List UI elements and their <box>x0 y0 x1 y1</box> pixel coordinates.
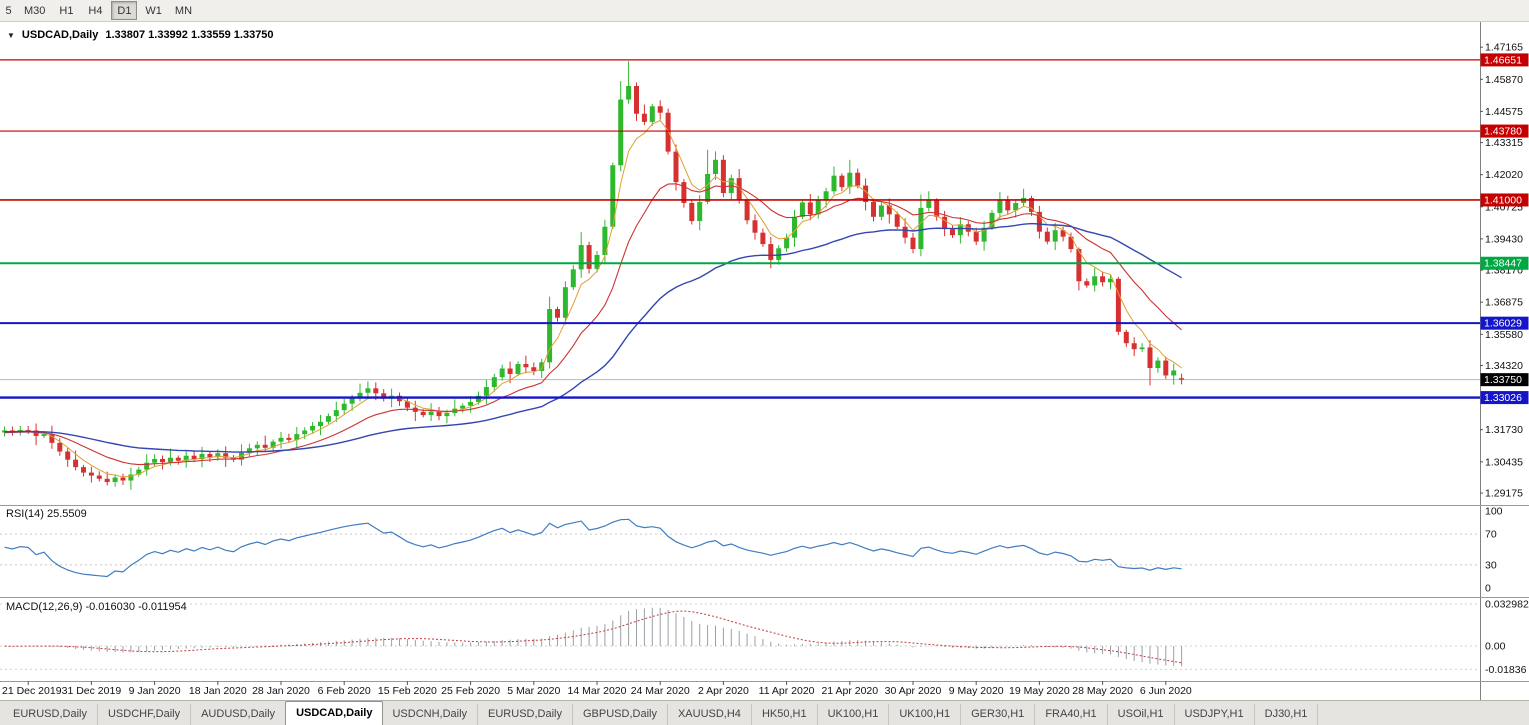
chart-tab-uk100-h1[interactable]: UK100,H1 <box>889 704 962 725</box>
date-label: 9 May 2020 <box>949 685 1004 697</box>
price-level-label: 1.46651 <box>1484 54 1522 66</box>
chart-tab-dj30-h1[interactable]: DJ30,H1 <box>1255 704 1319 725</box>
ma-line-ema-fast <box>4 119 1182 478</box>
ma-line-ema-slow <box>4 222 1182 453</box>
price-tick-label: 1.35580 <box>1485 329 1523 341</box>
ma-line-ema-mid <box>4 183 1182 466</box>
chart-symbol-label: USDCAD,Daily <box>21 29 99 41</box>
date-label: 25 Feb 2020 <box>441 685 500 697</box>
timeframe-button-m30[interactable]: M30 <box>24 5 46 17</box>
rsi-axis-label: 30 <box>1485 559 1497 571</box>
price-tick-label: 1.39430 <box>1485 233 1523 245</box>
price-level-label: 1.33750 <box>1484 374 1522 386</box>
chart-tab-usdchf-daily[interactable]: USDCHF,Daily <box>98 704 192 725</box>
timeframe-button-5[interactable]: 5 <box>5 5 12 17</box>
price-axis: 1.471651.458701.445751.433151.420201.407… <box>0 22 1529 700</box>
price-tick-label: 1.43315 <box>1485 137 1523 149</box>
date-label: 9 Jan 2020 <box>129 685 181 697</box>
chart-window[interactable]: ▼ USDCAD,Daily 1.33807 1.33992 1.33559 1… <box>0 22 1529 700</box>
timeframe-toolbar: 5 M30 H1 H4 D1 W1 MN <box>0 0 1529 22</box>
chart-tab-uk100-h1[interactable]: UK100,H1 <box>818 704 890 725</box>
horizontal-level-lines[interactable] <box>0 59 1480 399</box>
chart-tab-xauusd-h4[interactable]: XAUUSD,H4 <box>668 704 752 725</box>
date-label: 15 Feb 2020 <box>378 685 437 697</box>
chart-tab-usoil-h1[interactable]: USOil,H1 <box>1108 704 1175 725</box>
timeframe-button-h1[interactable]: H1 <box>59 5 74 17</box>
time-axis: 21 Dec 2019 31 Dec 2019 9 Jan 2020 18 Jan 2… <box>2 681 1192 697</box>
price-tick-label: 1.44575 <box>1485 106 1523 118</box>
date-label: 6 Feb 2020 <box>318 685 371 697</box>
date-label: 19 May 2020 <box>1009 685 1070 697</box>
timeframe-button-w1[interactable]: W1 <box>145 5 162 17</box>
timeframe-button-h4[interactable]: H4 <box>88 5 103 17</box>
timeframe-button-d1[interactable]: D1 <box>111 1 138 20</box>
rsi-axis-label: 0 <box>1485 583 1491 595</box>
price-tick-label: 1.47165 <box>1485 42 1523 54</box>
macd-axis-label: 0.00 <box>1485 641 1506 653</box>
collapse-panel-icon[interactable]: ▼ <box>7 30 15 40</box>
price-chart-canvas[interactable]: 1.471651.458701.445751.433151.420201.407… <box>0 22 1529 700</box>
macd-axis-label: 0.032982 <box>1485 599 1529 611</box>
date-label: 30 Apr 2020 <box>885 685 942 697</box>
price-tick-label: 1.36875 <box>1485 297 1523 309</box>
chart-tab-hk50-h1[interactable]: HK50,H1 <box>752 704 818 725</box>
chart-tab-fra40-h1[interactable]: FRA40,H1 <box>1035 704 1108 725</box>
chart-tab-usdjpy-h1[interactable]: USDJPY,H1 <box>1175 704 1255 725</box>
date-label: 28 May 2020 <box>1072 685 1133 697</box>
date-label: 18 Jan 2020 <box>189 685 247 697</box>
chart-tab-eurusd-daily[interactable]: EURUSD,Daily <box>478 704 573 725</box>
rsi-axis-label: 70 <box>1485 529 1497 541</box>
main-plot[interactable] <box>0 61 1480 490</box>
price-level-label: 1.38447 <box>1484 258 1522 270</box>
rsi-panel: 100 70 30 0 <box>0 506 1503 595</box>
rsi-axis-label: 100 <box>1485 506 1503 518</box>
price-tick-label: 1.34320 <box>1485 360 1523 372</box>
date-label: 14 Mar 2020 <box>568 685 627 697</box>
date-label: 28 Jan 2020 <box>252 685 310 697</box>
timeframe-button-mn[interactable]: MN <box>174 5 193 17</box>
chart-tab-gbpusd-daily[interactable]: GBPUSD,Daily <box>573 704 668 725</box>
chart-tab-ger30-h1[interactable]: GER30,H1 <box>961 704 1036 725</box>
macd-indicator-label: MACD(12,26,9) -0.016030 -0.011954 <box>6 601 187 613</box>
price-tick-label: 1.30435 <box>1485 456 1523 468</box>
macd-histogram <box>4 607 1183 667</box>
price-tick-label: 1.29175 <box>1485 488 1523 500</box>
price-tick-label: 1.31730 <box>1485 424 1523 436</box>
price-level-label: 1.33026 <box>1484 392 1522 404</box>
price-level-label: 1.36029 <box>1484 318 1522 330</box>
price-tick-label: 1.42020 <box>1485 169 1523 181</box>
date-label: 5 Mar 2020 <box>507 685 560 697</box>
macd-panel: 0.032982 0.00 -0.01836 <box>0 599 1529 676</box>
date-label: 6 Jun 2020 <box>1140 685 1192 697</box>
chart-tab-usdcnh-daily[interactable]: USDCNH,Daily <box>382 704 479 725</box>
price-level-label: 1.43780 <box>1484 126 1522 138</box>
rsi-line <box>4 518 1182 578</box>
price-level-label: 1.41000 <box>1484 194 1522 206</box>
price-tick-label: 1.45870 <box>1485 74 1523 86</box>
date-label: 11 Apr 2020 <box>759 685 815 697</box>
chart-tab-bar: EURUSD,Daily USDCHF,Daily AUDUSD,Daily USDC… <box>0 700 1529 725</box>
macd-signal-line <box>4 610 1182 664</box>
macd-axis-label: -0.01836 <box>1485 664 1527 676</box>
date-label: 21 Dec 2019 <box>2 685 62 697</box>
rsi-indicator-label: RSI(14) 25.5509 <box>6 508 87 520</box>
date-label: 21 Apr 2020 <box>821 685 878 697</box>
chart-tab-usdcad-daily[interactable]: USDCAD,Daily <box>285 701 384 725</box>
chart-ohlc-values: 1.33807 1.33992 1.33559 1.33750 <box>105 29 274 41</box>
date-label: 2 Apr 2020 <box>698 685 749 697</box>
date-label: 24 Mar 2020 <box>631 685 690 697</box>
date-label: 31 Dec 2019 <box>62 685 122 697</box>
chart-tab-audusd-daily[interactable]: AUDUSD,Daily <box>191 704 287 725</box>
chart-header: ▼ USDCAD,Daily 1.33807 1.33992 1.33559 1… <box>7 29 274 41</box>
chart-tab-eurusd-daily[interactable]: EURUSD,Daily <box>3 704 98 725</box>
